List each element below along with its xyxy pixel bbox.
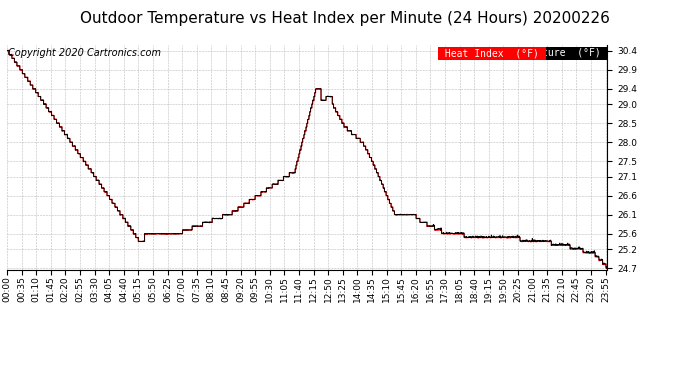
Text: Temperature  (°F): Temperature (°F): [495, 48, 607, 58]
Text: Outdoor Temperature vs Heat Index per Minute (24 Hours) 20200226: Outdoor Temperature vs Heat Index per Mi…: [80, 11, 610, 26]
Text: Heat Index  (°F): Heat Index (°F): [439, 48, 545, 58]
Text: Copyright 2020 Cartronics.com: Copyright 2020 Cartronics.com: [8, 48, 161, 58]
